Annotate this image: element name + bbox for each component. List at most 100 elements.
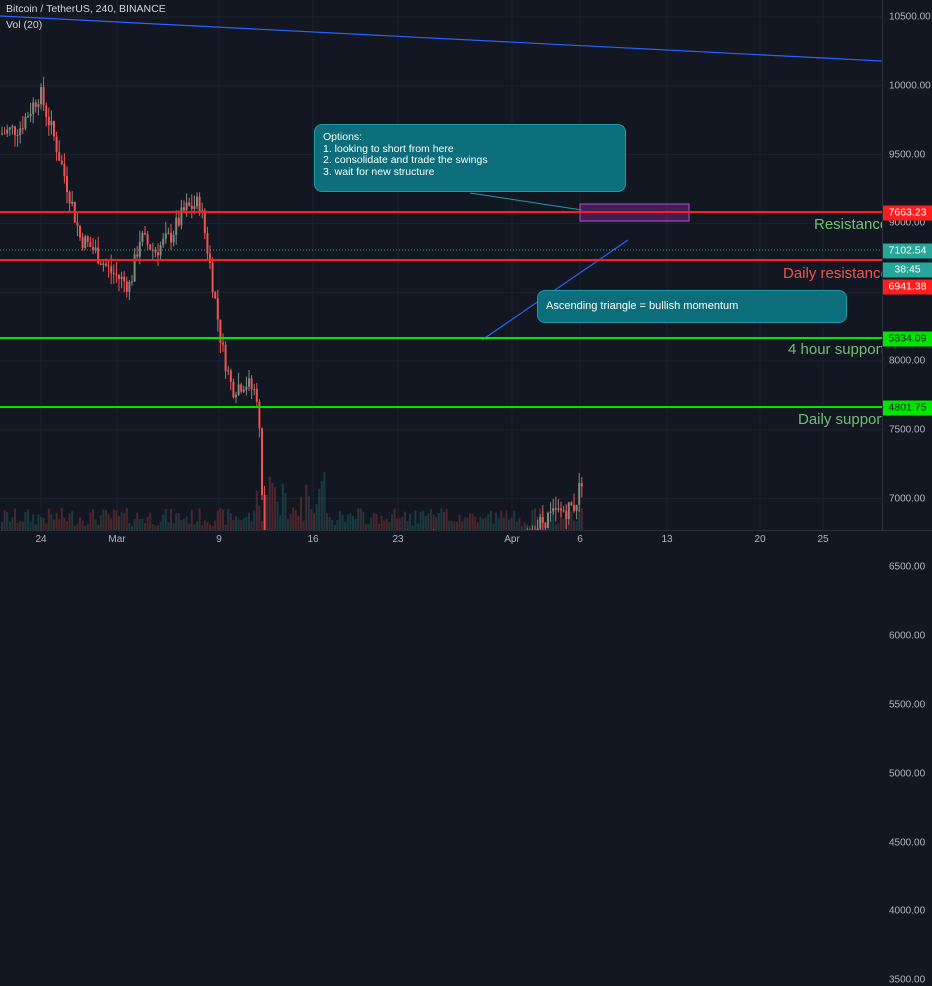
candle-body (164, 233, 167, 239)
long-term-trendline[interactable] (0, 15, 882, 62)
volume-bar (328, 517, 331, 530)
volume-bar (99, 515, 102, 530)
volume-bar (336, 520, 339, 530)
volume-bar (508, 519, 510, 530)
volume-bar (151, 524, 154, 530)
volume-bar (476, 521, 479, 530)
volume-bar (271, 482, 274, 530)
volume-bar (526, 524, 529, 530)
volume-bar (232, 520, 235, 530)
candle-body (86, 236, 89, 242)
daily-resistance-line[interactable] (0, 259, 882, 261)
candle-body (188, 202, 191, 206)
volume-bar (162, 514, 165, 530)
volume-bar (562, 518, 565, 530)
volume-bar (183, 518, 185, 530)
candle-body (102, 263, 105, 265)
candle-body (219, 319, 222, 343)
volume-bar (266, 494, 269, 530)
candle-body (211, 263, 214, 293)
daily-resistance-label: Daily resistance (783, 265, 889, 282)
volume-bar (81, 520, 84, 530)
volume-bar (406, 521, 409, 530)
time-axis[interactable]: 24 Mar 9 16 23 Apr 6 13 20 25 (0, 530, 932, 550)
volume-bar (513, 510, 516, 530)
volume-bar (97, 524, 100, 530)
volume-bar (393, 508, 396, 530)
four-hour-support-label: 4 hour support (788, 341, 885, 358)
volume-bar (385, 518, 388, 530)
candle-body (183, 207, 185, 211)
symbol-title[interactable]: Bitcoin / TetherUS, 240, BINANCE (6, 3, 166, 15)
options-line-2: 2. consolidate and trade the swings (323, 154, 488, 166)
candle-body (193, 206, 196, 209)
volume-bar (487, 514, 490, 530)
candle-body (58, 152, 61, 161)
volume-bar (378, 523, 380, 530)
candle-body (167, 232, 170, 234)
candle-body (136, 254, 139, 257)
volume-bar (422, 510, 425, 530)
volume-bar (557, 523, 560, 530)
candle-body (14, 126, 16, 136)
volume-bar (479, 516, 482, 530)
volume-bar (73, 525, 76, 530)
volume-bar (149, 512, 152, 530)
volume-bar (450, 520, 453, 530)
volume-bar (11, 517, 14, 530)
price-tick-label: 3500.00 (889, 974, 926, 986)
volume-bar (500, 510, 503, 530)
volume-bar (128, 522, 131, 530)
candle-body (149, 244, 152, 250)
candle-body (536, 528, 539, 530)
volume-bar (131, 525, 133, 530)
volume-bar (515, 521, 518, 530)
volume-bar (372, 512, 375, 530)
volume-bar (549, 519, 552, 530)
volume-bar (398, 518, 401, 530)
volume-bar (359, 508, 362, 530)
candle-body (8, 127, 11, 130)
candle-body (138, 241, 141, 257)
candle-body (53, 121, 55, 137)
four-hour-support-line[interactable] (0, 337, 882, 339)
candle-body (170, 232, 172, 243)
volume-bar (339, 510, 341, 530)
candle-body (97, 247, 100, 264)
triangle-callout[interactable]: Ascending triangle = bullish momentum (537, 290, 847, 323)
candle-body (37, 104, 40, 107)
options-callout[interactable]: Options: 1. looking to short from here 2… (314, 124, 626, 192)
volume-bar (346, 514, 349, 530)
candle-body (105, 263, 107, 266)
volume-bar (32, 514, 35, 530)
price-chart[interactable] (0, 0, 882, 530)
volume-bar (497, 518, 500, 530)
daily-support-line[interactable] (0, 406, 882, 408)
volume-indicator-label[interactable]: Vol (20) (6, 19, 43, 31)
candle-body (94, 247, 97, 251)
candle-body (146, 234, 149, 245)
candle-body (42, 87, 45, 106)
volume-bar (29, 521, 32, 530)
price-axis[interactable]: 10500.0010000.009500.009000.008500.00800… (882, 0, 932, 986)
candle-body (128, 281, 131, 292)
volume-bar (344, 521, 347, 530)
volume-bar (37, 514, 40, 530)
candle-body (539, 517, 542, 529)
volume-bar (185, 516, 188, 530)
volume-bar (190, 509, 193, 530)
volume-bar (94, 519, 97, 530)
candle-body (32, 102, 35, 114)
volume-bar (419, 512, 422, 530)
resistance-line[interactable] (0, 211, 882, 213)
candle-body (125, 281, 128, 292)
volume-bar (424, 515, 427, 530)
volume-bar (14, 508, 16, 530)
volume-bar (172, 523, 175, 530)
candle-body (245, 386, 248, 390)
volume-bar (331, 519, 334, 530)
volume-bar (326, 513, 328, 530)
volume-bar (255, 490, 258, 530)
volume-bar (138, 518, 141, 530)
volume-bar (19, 520, 22, 530)
